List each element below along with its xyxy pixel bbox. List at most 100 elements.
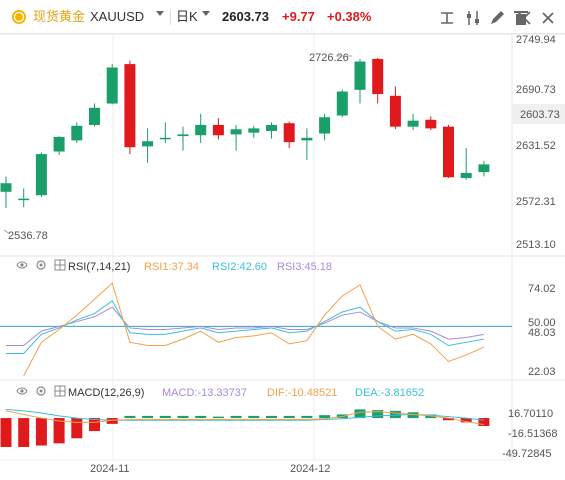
candle-body bbox=[18, 198, 30, 201]
candle-body bbox=[336, 91, 348, 116]
macd-bar bbox=[106, 418, 118, 424]
text-tool-icon[interactable] bbox=[437, 8, 457, 28]
time-tick-label: 2024-12 bbox=[290, 463, 330, 475]
candle-body bbox=[106, 67, 118, 104]
macd-bar bbox=[230, 415, 242, 419]
macd-bar bbox=[142, 415, 154, 419]
macd-bar bbox=[266, 415, 277, 419]
macd-bar bbox=[354, 409, 366, 419]
macd-axis: 16.70110 -16.51368 -49.72845 bbox=[502, 408, 558, 460]
macd-tick-label: 16.70110 bbox=[508, 408, 553, 420]
time-axis: 2024-11 2024-12 bbox=[90, 463, 330, 475]
visibility-eye-icon[interactable] bbox=[16, 387, 28, 395]
dea-line bbox=[5, 408, 484, 421]
macd-bar bbox=[283, 415, 295, 419]
rsi-panel bbox=[0, 282, 512, 377]
candle-body bbox=[124, 64, 136, 148]
candle-body bbox=[212, 124, 224, 136]
draw-icon[interactable] bbox=[487, 8, 507, 28]
candle-body bbox=[35, 154, 47, 196]
candle-body bbox=[283, 123, 295, 143]
visibility-eye-icon[interactable] bbox=[16, 261, 28, 269]
macd-bar bbox=[372, 410, 384, 419]
candle-body bbox=[460, 172, 472, 179]
period-dropdown-icon[interactable] bbox=[202, 11, 210, 16]
price-change: +9.77 bbox=[282, 9, 315, 24]
candle-body bbox=[301, 137, 313, 141]
rsi-tick-label: 74.02 bbox=[528, 283, 556, 295]
macd-bar bbox=[159, 415, 171, 419]
fullscreen-icon[interactable] bbox=[514, 8, 534, 28]
candle-body bbox=[195, 124, 207, 136]
low-annotation: 2536.78 bbox=[8, 230, 48, 242]
last-price-tag-bg bbox=[512, 104, 565, 124]
last-price-tag: 2603.73 bbox=[520, 109, 560, 121]
price-tick-label: 2749.94 bbox=[516, 34, 556, 46]
symbol-dropdown-icon[interactable] bbox=[156, 11, 164, 16]
price-tick-label: 2572.31 bbox=[516, 196, 556, 208]
candle-body bbox=[248, 128, 260, 133]
sliders-icon[interactable] bbox=[463, 8, 483, 28]
rsi3-value: RSI3:45.18 bbox=[277, 261, 332, 273]
macd-bar bbox=[18, 418, 30, 447]
candle-body bbox=[177, 134, 189, 137]
dea-value: DEA:-3.81652 bbox=[355, 387, 424, 399]
rsi1-line bbox=[23, 282, 485, 377]
candle-body bbox=[372, 58, 384, 95]
candles bbox=[0, 58, 490, 209]
macd-bar bbox=[71, 418, 83, 439]
rsi-tick-label: 48.03 bbox=[528, 327, 556, 339]
candle-body bbox=[142, 141, 154, 147]
settings-gear-icon[interactable] bbox=[36, 260, 46, 270]
macd-tick-label: -16.51368 bbox=[508, 428, 558, 440]
macd-tick-label: -49.72845 bbox=[502, 448, 552, 460]
candle-body bbox=[478, 164, 490, 173]
grid bbox=[0, 34, 565, 461]
macd-bar bbox=[89, 418, 100, 432]
rsi1-value: RSI1:37.34 bbox=[144, 261, 199, 273]
macd-bar bbox=[212, 416, 224, 419]
symbol-code[interactable]: XAUUSD bbox=[90, 9, 145, 24]
macd-bar bbox=[0, 418, 12, 447]
macd-bar bbox=[301, 415, 313, 419]
settings-gear-icon[interactable] bbox=[36, 386, 46, 396]
macd-panel bbox=[0, 408, 490, 447]
chart-area[interactable]: 2749.94 2690.73 2631.52 2572.31 2513.10 … bbox=[0, 34, 565, 480]
candle-body bbox=[230, 129, 242, 135]
macd-title: MACD(12,26,9) bbox=[68, 387, 144, 399]
candle-body bbox=[443, 126, 454, 178]
candle-body bbox=[389, 95, 401, 127]
high-annotation: 2726.26 bbox=[309, 52, 349, 64]
macd-bar bbox=[407, 412, 419, 419]
candle-body bbox=[319, 117, 331, 134]
last-price: 2603.73 bbox=[222, 9, 269, 24]
candle-body bbox=[53, 136, 65, 152]
period-selector[interactable]: 日K bbox=[176, 9, 198, 24]
macd-bar bbox=[195, 415, 207, 419]
low-annotation-line bbox=[3, 229, 11, 235]
rsi-title: RSI(7,14,21) bbox=[68, 261, 130, 273]
close-icon[interactable] bbox=[538, 8, 558, 28]
price-tick-label: 2513.10 bbox=[516, 239, 556, 251]
macd-value: MACD:-13.33737 bbox=[162, 387, 247, 399]
dif-line bbox=[5, 410, 484, 426]
price-tick-label: 2631.52 bbox=[516, 140, 556, 152]
macd-bar bbox=[124, 415, 136, 419]
candle-body bbox=[425, 119, 437, 129]
dif-value: DIF:-10.48521 bbox=[267, 387, 337, 399]
rsi2-value: RSI2:42.60 bbox=[212, 261, 267, 273]
indicator-menu-icon[interactable] bbox=[54, 385, 66, 397]
macd-bar bbox=[389, 410, 401, 419]
candle-body bbox=[266, 124, 277, 131]
candle-body bbox=[0, 183, 12, 192]
chart-header: 现货黄金 XAUUSD 日K 2603.73 +9.77 +0.38% bbox=[0, 0, 565, 34]
gold-coin-icon bbox=[12, 10, 26, 24]
price-tick-label: 2690.73 bbox=[516, 84, 556, 96]
indicator-menu-icon[interactable] bbox=[54, 259, 66, 271]
symbol-name: 现货黄金 bbox=[33, 9, 86, 24]
rsi-axis: 74.02 50.00 48.03 22.03 bbox=[528, 283, 556, 378]
candle-body bbox=[354, 61, 366, 90]
price-change-percent: +0.38% bbox=[327, 9, 372, 24]
rsi-tick-label: 50.00 bbox=[528, 317, 556, 329]
delete-icon[interactable] bbox=[511, 8, 531, 28]
